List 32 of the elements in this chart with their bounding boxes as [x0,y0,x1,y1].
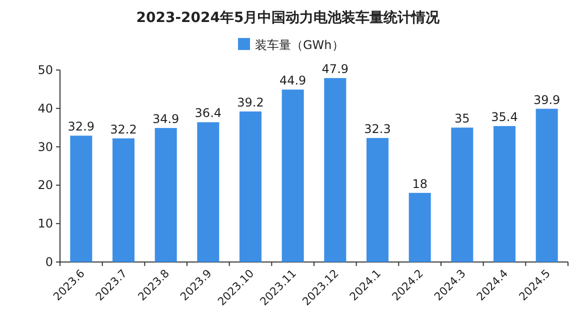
bar [282,90,304,262]
y-tick-label: 10 [38,216,53,231]
data-label: 35.4 [491,110,518,124]
data-label: 44.9 [279,74,306,88]
data-label: 18 [412,176,428,191]
bar [366,138,389,262]
bar [408,192,431,262]
y-tick-label: 40 [38,101,53,116]
legend-label: 装车量（GWh） [255,38,344,52]
bar [451,128,474,262]
chart-title: 2023-2024年5月中国动力电池装车量统计情况 [136,9,441,26]
data-label: 32.9 [68,120,95,134]
bar [493,126,516,262]
data-label: 32.3 [364,122,391,136]
data-label: 36.4 [194,106,222,120]
bar [154,128,177,262]
bar [70,136,92,262]
bar [239,111,262,262]
data-label: 47.9 [322,62,349,76]
data-label: 39.2 [237,95,264,110]
y-tick-label: 0 [45,255,53,269]
bar [324,78,346,262]
y-tick-label: 30 [38,140,53,154]
y-tick-label: 50 [38,63,53,77]
bar [536,108,558,262]
data-label: 39.9 [533,92,560,107]
data-label: 34.9 [152,112,180,126]
data-label: 32.2 [110,122,137,136]
bar [112,138,135,262]
y-tick-label: 20 [38,178,53,192]
bar [197,122,220,262]
data-label: 35 [454,112,470,126]
